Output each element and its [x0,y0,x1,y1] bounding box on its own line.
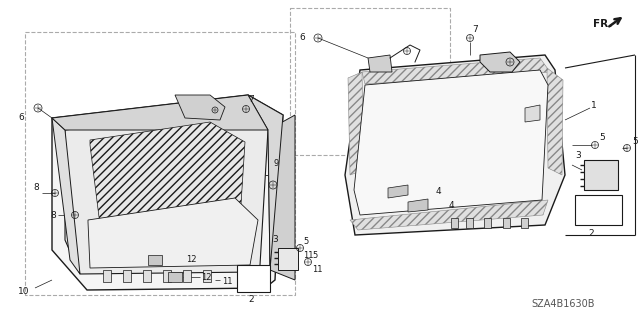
Bar [163,270,171,282]
Bar [123,270,131,282]
Polygon shape [52,118,80,274]
Bar [503,218,510,228]
Text: 5: 5 [632,137,637,146]
Bar [183,270,191,282]
Text: 6: 6 [300,34,305,43]
Text: 5: 5 [599,133,605,142]
Polygon shape [348,72,364,175]
Polygon shape [148,255,162,265]
Text: 2: 2 [588,229,594,238]
Polygon shape [368,55,392,72]
Polygon shape [237,265,270,292]
Bar [466,218,473,228]
Polygon shape [52,95,283,290]
Polygon shape [350,200,548,230]
Bar [521,218,528,228]
Polygon shape [362,58,550,84]
Text: 12: 12 [186,255,196,265]
Polygon shape [248,95,283,270]
Bar [143,270,151,282]
Text: 10: 10 [18,287,29,297]
Text: 11: 11 [303,251,314,260]
Polygon shape [175,95,225,120]
Polygon shape [52,95,268,130]
Text: 4: 4 [436,188,442,196]
Bar [451,218,458,228]
Text: 8: 8 [50,211,56,220]
Text: 11: 11 [222,277,232,286]
Text: 7: 7 [248,95,253,105]
Polygon shape [584,160,618,190]
Text: 6: 6 [18,114,24,123]
Polygon shape [88,198,258,268]
Text: 3: 3 [272,236,278,244]
Polygon shape [525,105,540,122]
Text: FR.: FR. [593,19,612,29]
Polygon shape [547,68,563,175]
Polygon shape [168,272,182,282]
Polygon shape [345,55,565,235]
Text: 5: 5 [312,252,317,260]
Bar [203,270,211,282]
Text: 9: 9 [273,159,278,169]
Polygon shape [480,52,520,72]
Text: SZA4B1630B: SZA4B1630B [531,299,595,309]
Text: 8: 8 [33,183,39,193]
Text: 11: 11 [312,266,323,275]
Bar [484,218,491,228]
Polygon shape [90,122,245,225]
Polygon shape [65,110,268,274]
Text: 5: 5 [303,237,308,246]
Text: 2: 2 [248,295,253,305]
Polygon shape [268,115,295,280]
Text: 4: 4 [449,202,454,211]
Text: 7: 7 [472,25,477,34]
Text: 12: 12 [201,273,211,282]
Polygon shape [408,199,428,212]
Polygon shape [278,248,298,270]
Polygon shape [354,70,548,215]
Polygon shape [575,195,622,225]
Text: 3: 3 [575,150,580,159]
Bar [103,270,111,282]
Text: 1: 1 [591,101,596,110]
Polygon shape [388,185,408,198]
